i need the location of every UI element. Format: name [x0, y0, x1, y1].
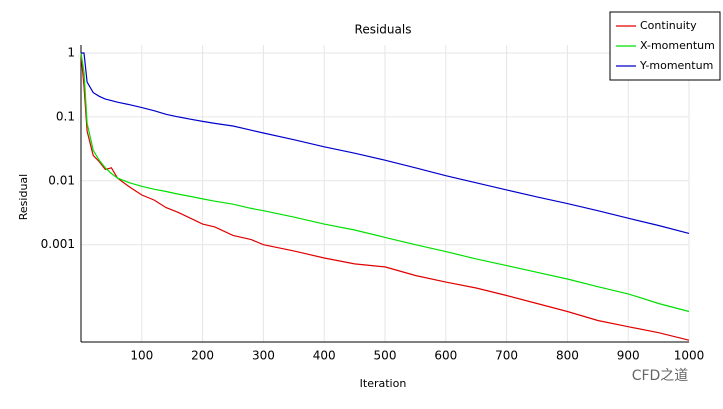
x-tick-label: 800 — [556, 349, 579, 363]
x-axis-label: Iteration — [360, 377, 407, 390]
legend-label: X-momentum — [640, 39, 715, 52]
x-tick-label: 500 — [374, 349, 397, 363]
x-tick-label: 1000 — [674, 349, 705, 363]
x-tick-label: 100 — [130, 349, 153, 363]
watermark: CFD之道 — [632, 368, 689, 384]
x-tick-label: 700 — [495, 349, 518, 363]
series-line — [81, 52, 690, 234]
y-tick-label: 0.001 — [41, 237, 75, 251]
y-tick-label: 0.01 — [48, 173, 75, 187]
y-tick-label: 1 — [67, 46, 75, 60]
x-tick-label: 400 — [313, 349, 336, 363]
x-tick-label: 900 — [617, 349, 640, 363]
y-axis-label: Residual — [17, 174, 30, 220]
chart-title: Residuals — [355, 23, 412, 37]
x-tick-label: 600 — [434, 349, 457, 363]
legend-label: Continuity — [640, 19, 697, 32]
legend-label: Y-momentum — [639, 59, 713, 72]
y-tick-label: 0.1 — [56, 109, 75, 123]
x-tick-label: 200 — [191, 349, 214, 363]
x-tick-label: 300 — [252, 349, 275, 363]
series-line — [80, 52, 690, 313]
